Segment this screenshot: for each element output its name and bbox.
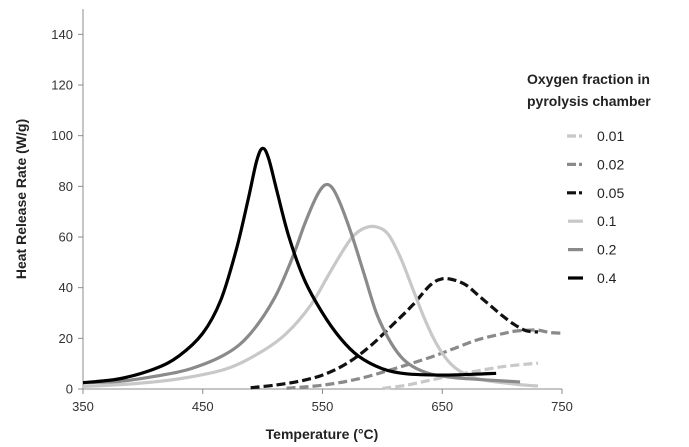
- x-tick-label: 750: [551, 399, 573, 414]
- series-line-0-2: [82, 182, 521, 385]
- x-axis-title: Temperature (°C): [266, 426, 379, 442]
- legend-title-line2: pyrolysis chamber: [527, 93, 651, 109]
- x-tick-label: 450: [192, 399, 214, 414]
- series-layer: [82, 146, 563, 391]
- y-tick-label: 20: [59, 331, 73, 346]
- series-line-0-05: [250, 276, 539, 390]
- legend-label-0-1: 0.1: [597, 213, 617, 229]
- y-tick-label: 140: [51, 27, 73, 42]
- series-line-0-1: [82, 224, 539, 389]
- y-tick-label: 120: [51, 78, 73, 93]
- y-tick-label: 40: [59, 280, 73, 295]
- series-line-0-02: [286, 328, 563, 390]
- y-axis-title: Heat Release Rate (W/g): [13, 119, 29, 279]
- y-tick-label: 60: [59, 230, 73, 245]
- y-tick-label: 80: [59, 179, 73, 194]
- x-tick-label: 650: [431, 399, 453, 414]
- legend-label-0-2: 0.2: [597, 242, 617, 258]
- x-ticks: 350 450 550 650 750: [72, 389, 573, 414]
- axes: [82, 9, 562, 390]
- legend-label-0-02: 0.02: [597, 156, 624, 172]
- x-tick-label: 350: [72, 399, 94, 414]
- legend-title-line1: Oxygen fraction in: [527, 71, 650, 87]
- y-tick-label: 100: [51, 128, 73, 143]
- y-ticks: 0 20 40 60 80 100 120 140: [51, 27, 83, 397]
- legend: Oxygen fraction in pyrolysis chamber 0.0…: [527, 71, 651, 286]
- legend-label-0-05: 0.05: [597, 185, 624, 201]
- y-tick-label: 0: [66, 382, 73, 397]
- series-line-0-4: [82, 146, 497, 385]
- legend-label-0-4: 0.4: [597, 270, 617, 286]
- legend-label-0-01: 0.01: [597, 128, 624, 144]
- x-tick-label: 550: [312, 399, 334, 414]
- legend-items: 0.01 0.02 0.05 0.1 0.2 0.4: [567, 128, 624, 286]
